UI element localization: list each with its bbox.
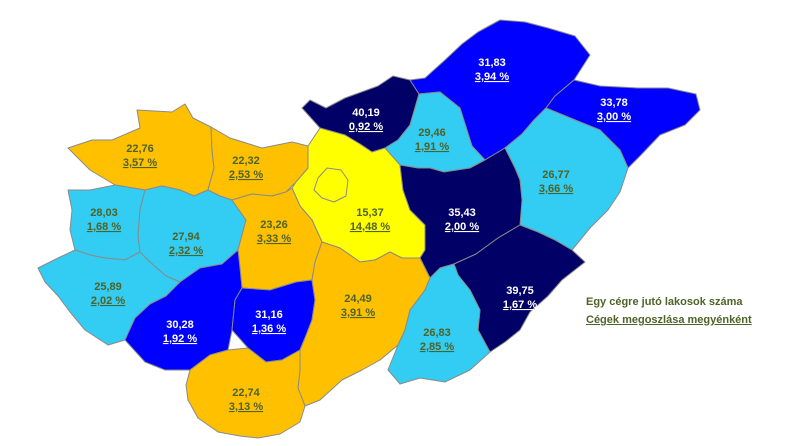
label-value: 30,28 <box>166 319 194 331</box>
label-share: 1,36 % <box>252 323 286 335</box>
label-share: 2,00 % <box>445 221 479 233</box>
label-share: 1,91 % <box>415 141 449 153</box>
label-value: 27,94 <box>172 231 200 243</box>
label-share: 0,92 % <box>349 121 383 133</box>
label-share: 3,13 % <box>229 401 263 413</box>
label-value: 35,43 <box>448 207 476 219</box>
label-share: 3,66 % <box>539 183 573 195</box>
label-value: 22,32 <box>232 155 260 167</box>
county-bacs[interactable] <box>297 241 431 407</box>
label-share: 14,48 % <box>350 221 391 233</box>
label-value: 26,83 <box>423 327 451 339</box>
map-legend: Egy cégre jutó lakosok száma Cégek megos… <box>586 296 752 332</box>
label-value: 31,83 <box>478 57 506 69</box>
label-value: 28,03 <box>90 207 118 219</box>
label-share: 3,94 % <box>475 71 509 83</box>
label-share: 3,91 % <box>341 307 375 319</box>
label-share: 1,67 % <box>503 299 537 311</box>
label-value: 24,49 <box>344 293 372 305</box>
label-value: 22,74 <box>232 387 260 399</box>
legend-residents-per-company: Egy cégre jutó lakosok száma <box>586 296 743 308</box>
label-share: 3,57 % <box>123 157 157 169</box>
label-share: 1,68 % <box>87 221 121 233</box>
label-value: 33,78 <box>600 97 628 109</box>
legend-company-share: Cégek megoszlása megyénként <box>586 314 752 326</box>
label-share: 3,00 % <box>597 111 631 123</box>
label-value: 31,16 <box>255 309 283 321</box>
label-value: 39,75 <box>506 285 534 297</box>
label-value: 26,77 <box>542 169 570 181</box>
county-csongrad[interactable] <box>387 263 491 385</box>
label-value: 22,76 <box>126 143 154 155</box>
county-budapest <box>313 167 349 203</box>
label-value: 40,19 <box>352 107 380 119</box>
label-value: 25,89 <box>94 281 122 293</box>
label-share: 2,85 % <box>420 341 454 353</box>
county-labels: 22,76 3,57 % 22,32 2,53 % 40,19 0,92 % 3… <box>87 57 631 413</box>
label-share: 2,53 % <box>229 169 263 181</box>
label-share: 2,02 % <box>91 295 125 307</box>
label-value: 29,46 <box>418 127 446 139</box>
label-share: 2,32 % <box>169 245 203 257</box>
label-value: 15,37 <box>356 207 384 219</box>
label-value: 23,26 <box>260 219 288 231</box>
county-baranya[interactable] <box>185 347 306 439</box>
label-share: 1,92 % <box>163 333 197 345</box>
label-share: 3,33 % <box>257 233 291 245</box>
